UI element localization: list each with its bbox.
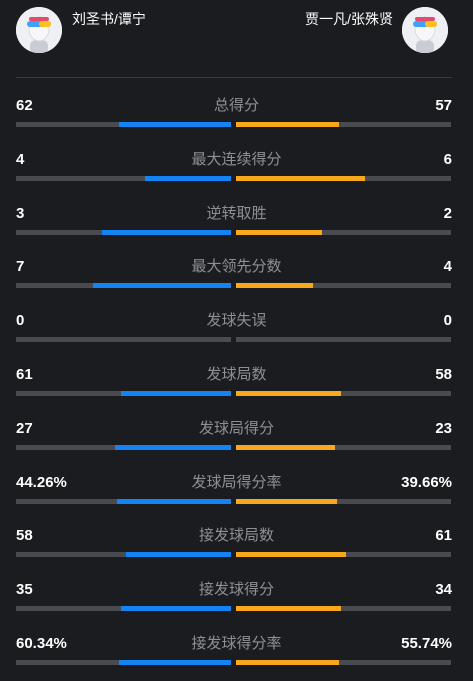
stat-row: 接发球局数 58 61 xyxy=(0,527,473,567)
left-stat-bar-fill xyxy=(114,445,231,450)
left-stat-bar xyxy=(16,606,231,611)
stat-label: 接发球得分率 xyxy=(191,635,282,652)
stat-row: 接发球得分 35 34 xyxy=(0,581,473,621)
left-stat-bar-fill xyxy=(119,660,231,665)
stat-label: 最大连续得分 xyxy=(191,151,282,168)
right-stat-bar xyxy=(236,283,451,288)
left-stat-bar xyxy=(16,499,231,504)
left-stat-value: 4 xyxy=(16,151,25,168)
avatar-placeholder-icon xyxy=(402,7,448,53)
right-stat-bar-fill xyxy=(236,552,346,557)
stat-row: 发球局得分率 44.26% 39.66% xyxy=(0,474,473,514)
right-stat-bar xyxy=(236,391,451,396)
left-stat-value: 60.34% xyxy=(16,635,67,652)
right-stat-bar xyxy=(236,606,451,611)
stat-label: 发球局得分 xyxy=(198,420,274,437)
stat-label: 发球局数 xyxy=(206,366,267,383)
left-stat-bar-fill xyxy=(121,606,231,611)
stat-row: 发球局数 61 58 xyxy=(0,366,473,406)
stat-label: 发球局得分率 xyxy=(191,474,282,491)
header-divider xyxy=(16,77,452,78)
left-stat-bar xyxy=(16,337,231,342)
right-player-avatar[interactable] xyxy=(402,7,448,53)
right-stat-bar xyxy=(236,499,451,504)
left-stat-bar xyxy=(16,552,231,557)
right-stat-bar-fill xyxy=(236,606,342,611)
right-stat-bar xyxy=(236,552,451,557)
left-stat-bar-fill xyxy=(145,176,231,181)
right-stat-value: 0 xyxy=(443,312,452,329)
stat-label: 总得分 xyxy=(213,97,259,114)
right-stat-bar xyxy=(236,122,451,127)
right-stat-bar-fill xyxy=(236,660,340,665)
avatar-placeholder-icon xyxy=(16,7,62,53)
left-stat-bar-fill xyxy=(125,552,231,557)
right-stat-bar xyxy=(236,230,451,235)
right-stat-bar-fill xyxy=(236,391,342,396)
right-stat-value: 4 xyxy=(443,258,452,275)
right-stat-bar-fill xyxy=(236,445,335,450)
left-stat-value: 58 xyxy=(16,527,33,544)
left-player-name[interactable]: 刘圣书/谭宁 xyxy=(72,11,146,27)
left-stat-bar-fill xyxy=(121,391,231,396)
left-stat-value: 61 xyxy=(16,366,33,383)
left-stat-bar-fill xyxy=(93,283,231,288)
left-stat-bar xyxy=(16,445,231,450)
right-stat-bar xyxy=(236,660,451,665)
stat-row: 发球局得分 27 23 xyxy=(0,420,473,460)
right-stat-bar-fill xyxy=(236,499,338,504)
left-stat-bar xyxy=(16,391,231,396)
left-stat-bar-fill xyxy=(102,230,231,235)
right-stat-value: 23 xyxy=(435,420,452,437)
right-stat-value: 57 xyxy=(435,97,452,114)
stat-row: 接发球得分率 60.34% 55.74% xyxy=(0,635,473,675)
right-stat-bar xyxy=(236,337,451,342)
stat-label: 逆转取胜 xyxy=(206,205,267,222)
left-stat-value: 35 xyxy=(16,581,33,598)
stat-row: 逆转取胜 3 2 xyxy=(0,205,473,245)
left-stat-value: 0 xyxy=(16,312,25,329)
stat-row: 最大领先分数 7 4 xyxy=(0,258,473,298)
stat-label: 接发球得分 xyxy=(198,581,274,598)
stat-label: 最大领先分数 xyxy=(191,258,282,275)
right-stat-bar xyxy=(236,176,451,181)
right-stat-value: 39.66% xyxy=(401,474,452,491)
right-stat-bar-fill xyxy=(236,122,340,127)
right-stat-bar xyxy=(236,445,451,450)
right-stat-value: 2 xyxy=(443,205,452,222)
left-stat-bar xyxy=(16,660,231,665)
stat-label: 发球失误 xyxy=(206,312,267,329)
right-stat-bar-fill xyxy=(236,283,314,288)
left-stat-value: 27 xyxy=(16,420,33,437)
left-player-avatar[interactable] xyxy=(16,7,62,53)
left-stat-bar xyxy=(16,230,231,235)
right-stat-bar-fill xyxy=(236,230,322,235)
right-stat-value: 6 xyxy=(443,151,452,168)
right-stat-value: 55.74% xyxy=(401,635,452,652)
left-stat-bar xyxy=(16,176,231,181)
left-stat-value: 62 xyxy=(16,97,33,114)
left-stat-bar-fill xyxy=(119,122,231,127)
stat-row: 总得分 62 57 xyxy=(0,97,473,137)
match-header: 刘圣书/谭宁 贾一凡/张殊贤 xyxy=(0,0,473,60)
stat-row: 发球失误 0 0 xyxy=(0,312,473,352)
right-stat-value: 34 xyxy=(435,581,452,598)
stat-label: 接发球局数 xyxy=(198,527,274,544)
stat-row: 最大连续得分 4 6 xyxy=(0,151,473,191)
left-stat-value: 3 xyxy=(16,205,25,222)
left-stat-bar-fill xyxy=(117,499,231,504)
left-stat-bar xyxy=(16,283,231,288)
left-stat-bar xyxy=(16,122,231,127)
left-stat-value: 7 xyxy=(16,258,25,275)
right-stat-bar-fill xyxy=(236,176,365,181)
left-stat-value: 44.26% xyxy=(16,474,67,491)
right-stat-value: 58 xyxy=(435,366,452,383)
right-player-name[interactable]: 贾一凡/张殊贤 xyxy=(305,11,393,27)
right-stat-value: 61 xyxy=(435,527,452,544)
